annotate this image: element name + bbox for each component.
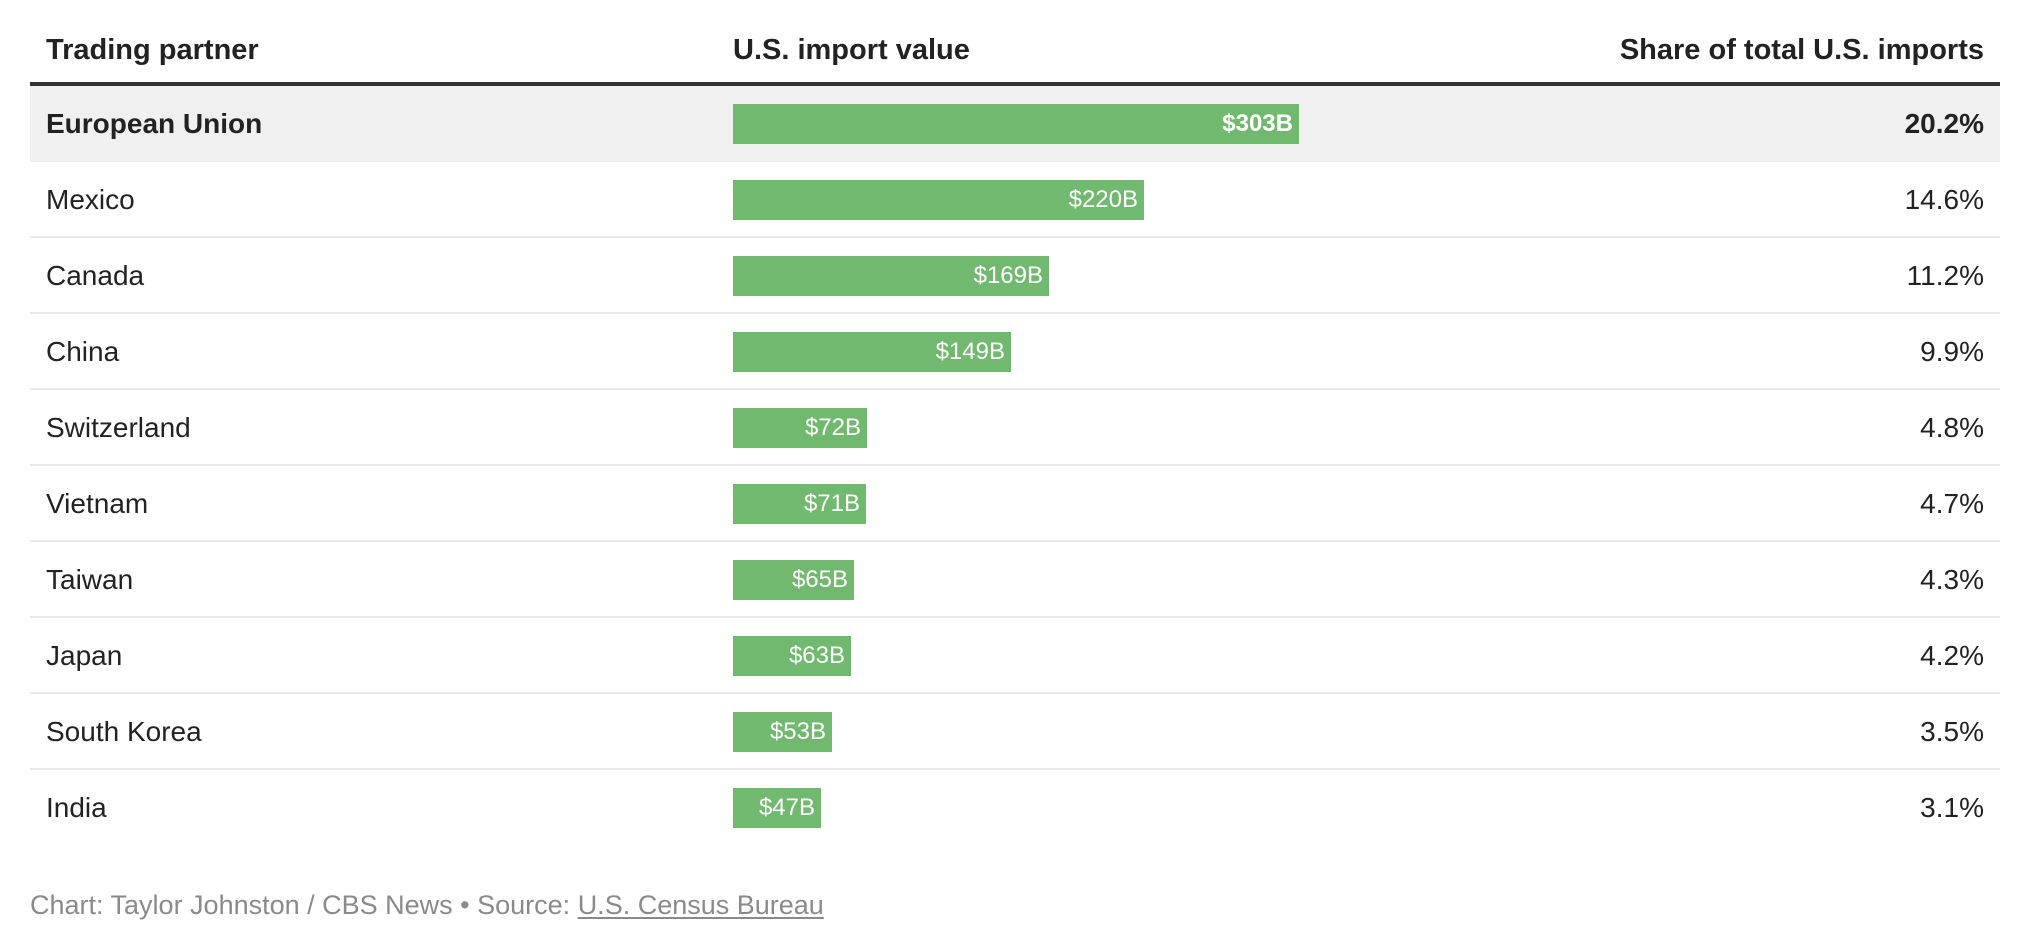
column-header-trading-partner: Trading partner [46, 34, 259, 66]
partner-name: Canada [46, 260, 145, 291]
import-value-bar: $149B [733, 332, 1011, 372]
partner-name: Japan [46, 640, 123, 671]
import-value-bar: $220B [733, 180, 1144, 220]
share-value: 4.3% [1920, 564, 1984, 595]
share-value: 4.7% [1920, 488, 1984, 519]
import-value-bar: $169B [733, 256, 1049, 296]
table-row: South Korea $53B 3.5% [30, 694, 2000, 770]
table-header: Trading partner U.S. import value Share … [30, 0, 2000, 86]
footer-credit: Chart: Taylor Johnston / CBS News • Sour… [30, 890, 578, 920]
share-value: 9.9% [1920, 336, 1984, 367]
table-row: Mexico $220B 14.6% [30, 162, 2000, 238]
bar-value-label: $220B [1068, 186, 1138, 213]
bar-value-label: $169B [973, 262, 1043, 289]
import-value-bar: $63B [733, 636, 851, 676]
share-value: 3.1% [1920, 792, 1984, 823]
partner-name: China [46, 336, 120, 367]
partner-name: Taiwan [46, 564, 134, 595]
share-value: 4.8% [1920, 412, 1984, 443]
table-row: Switzerland $72B 4.8% [30, 390, 2000, 466]
bar-value-label: $71B [803, 490, 860, 517]
table-row: Vietnam $71B 4.7% [30, 466, 2000, 542]
import-value-bar: $72B [733, 408, 867, 448]
bar-value-label: $53B [769, 718, 826, 745]
column-header-share: Share of total U.S. imports [1619, 34, 1984, 66]
import-table-chart: Trading partner U.S. import value Share … [30, 0, 2000, 846]
table-row: Canada $169B 11.2% [30, 238, 2000, 314]
chart-footer: Chart: Taylor Johnston / CBS News • Sour… [30, 888, 824, 922]
table-row: India $47B 3.1% [30, 770, 2000, 846]
bar-value-label: $63B [788, 642, 845, 669]
share-value: 20.2% [1904, 108, 1984, 139]
bar-value-label: $65B [791, 566, 848, 593]
share-value: 4.2% [1920, 640, 1984, 671]
share-value: 3.5% [1920, 716, 1984, 747]
partner-name: Mexico [46, 184, 135, 215]
partner-name: India [46, 792, 107, 823]
import-value-bar: $53B [733, 712, 832, 752]
table-row: Japan $63B 4.2% [30, 618, 2000, 694]
bar-value-label: $72B [804, 414, 861, 441]
source-link[interactable]: U.S. Census Bureau [577, 890, 824, 920]
import-value-bar: $65B [733, 560, 854, 600]
partner-name: European Union [46, 108, 263, 139]
table-row: China $149B 9.9% [30, 314, 2000, 390]
share-value: 14.6% [1904, 184, 1984, 215]
partner-name: South Korea [46, 716, 202, 747]
table-row: European Union $303B 20.2% [30, 86, 2000, 162]
import-value-bar: $71B [733, 484, 866, 524]
import-value-bar: $47B [733, 788, 821, 828]
bar-value-label: $47B [758, 794, 815, 821]
table-body: European Union $303B 20.2% Mexico $220B 14.6%… [30, 86, 2000, 846]
bar-value-label: $149B [935, 338, 1005, 365]
partner-name: Switzerland [46, 412, 191, 443]
share-value: 11.2% [1906, 260, 1984, 291]
table-row: Taiwan $65B 4.3% [30, 542, 2000, 618]
bar-value-label: $303B [1222, 110, 1293, 137]
partner-name: Vietnam [46, 488, 149, 519]
import-value-bar: $303B [733, 104, 1299, 144]
column-header-import-value: U.S. import value [733, 34, 970, 66]
